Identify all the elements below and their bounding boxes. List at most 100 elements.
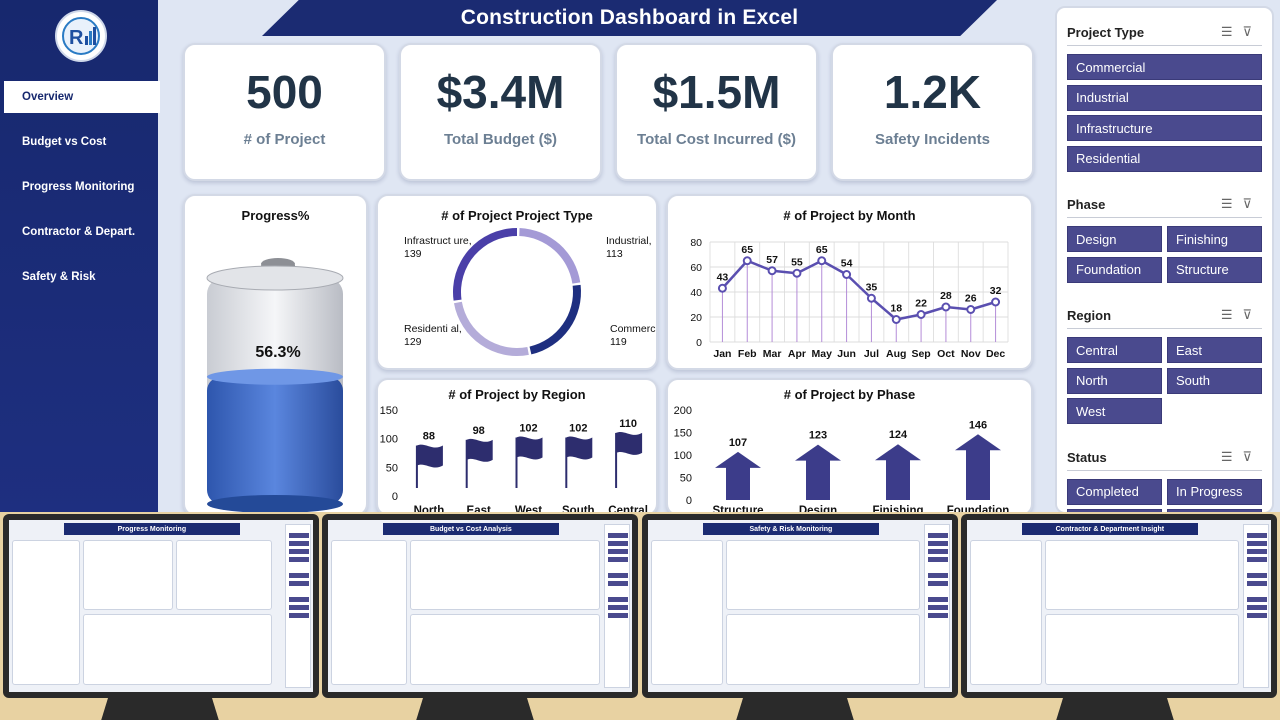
x-tick-label: Dec [986, 348, 1005, 360]
phase-bar[interactable] [795, 444, 841, 500]
data-label: 123 [809, 430, 827, 442]
title-banner: Construction Dashboard in Excel [262, 0, 997, 36]
region-bar[interactable] [516, 436, 543, 460]
multi-select-icon[interactable]: ☰ [1220, 24, 1243, 39]
data-label: 110 [619, 418, 637, 430]
region-bar[interactable] [616, 431, 643, 455]
y-tick-label: 150 [380, 405, 398, 417]
phase-bar[interactable] [955, 434, 1001, 500]
kpi-card-safety: 1.2K Safety Incidents [831, 43, 1034, 181]
data-point[interactable] [991, 297, 1001, 307]
slicer-item[interactable]: Foundation [1067, 256, 1162, 283]
slicer-item[interactable]: In Progress [1167, 478, 1262, 505]
slicer-item[interactable]: Structure [1167, 256, 1262, 283]
clear-filter-icon[interactable]: ⊽ [1242, 307, 1262, 322]
data-point[interactable] [842, 270, 852, 279]
region-bar[interactable] [466, 438, 493, 462]
slicer-item[interactable]: Commercial [1067, 54, 1262, 80]
slicer-item[interactable]: West [1067, 398, 1162, 424]
data-point[interactable] [941, 302, 951, 312]
data-label: 54 [841, 258, 853, 270]
slicer-title: Region [1067, 308, 1112, 323]
data-point[interactable] [792, 268, 802, 278]
thumbnail-progress-monitoring[interactable]: Progress Monitoring [3, 514, 319, 698]
donut-slice[interactable] [453, 301, 529, 356]
donut-data-label: Commerci al,119 [610, 323, 656, 348]
slicer-item[interactable]: Residential [1067, 145, 1262, 172]
multi-select-icon[interactable]: ☰ [1220, 196, 1243, 211]
slicer-item[interactable]: Design [1067, 226, 1162, 252]
y-tick-label: 150 [674, 428, 692, 440]
x-tick-label: Structure [712, 505, 763, 516]
data-point[interactable] [966, 305, 976, 314]
data-point[interactable] [717, 283, 727, 293]
slicer-item[interactable]: Finishing [1167, 226, 1262, 252]
y-tick-label: 20 [690, 312, 702, 324]
data-label: 65 [741, 244, 753, 256]
thumbnail-safety-risk[interactable]: Safety & Risk Monitoring [642, 514, 958, 698]
kpi-label: Safety Incidents [874, 131, 991, 148]
slicer-header: Project Type ☰⊽ [1067, 22, 1262, 46]
clear-filter-icon[interactable]: ⊽ [1242, 448, 1262, 464]
clear-filter-icon[interactable]: ⊽ [1242, 24, 1262, 39]
thumbnail-budget-vs-cost[interactable]: Budget vs Cost Analysis [322, 514, 638, 698]
slicer-item[interactable]: East [1167, 337, 1262, 363]
slicer-item[interactable]: Central [1067, 337, 1162, 363]
data-label: 43 [717, 271, 729, 283]
slicer-title: Phase [1067, 197, 1106, 212]
y-tick-label: 0 [392, 491, 398, 503]
multi-select-icon[interactable]: ☰ [1220, 448, 1243, 464]
x-tick-label: Design [799, 505, 837, 516]
x-tick-label: South [562, 505, 595, 516]
slicer-item[interactable]: Industrial [1067, 84, 1262, 111]
data-point[interactable] [916, 310, 926, 319]
x-tick-label: Apr [788, 348, 806, 360]
clear-filter-icon[interactable]: ⊽ [1242, 196, 1262, 211]
slicer-item[interactable]: South [1167, 367, 1262, 394]
x-tick-label: Aug [886, 348, 906, 360]
donut-slice[interactable] [519, 228, 581, 284]
phase-chart-card: # of Project by Phase 0 50 100 150 200 107 Str… [666, 378, 1033, 516]
data-label: 55 [791, 256, 803, 268]
nav-safety-risk[interactable]: Safety & Risk [22, 271, 96, 283]
kpi-card-projects: 500 # of Project [183, 43, 386, 181]
slicer-header: Region ☰⊽ [1067, 305, 1262, 329]
phase-bar-chart: 0 50 100 150 200 107 Structure 123 Design 124 Fini… [674, 405, 1010, 516]
phase-bar[interactable] [715, 451, 761, 500]
y-tick-label: 0 [696, 337, 702, 349]
chart-title: # of Project by Region [448, 387, 586, 402]
thumbnail-title: Progress Monitoring [63, 523, 241, 535]
donut-slice[interactable] [453, 228, 517, 301]
nav-contractor-depart[interactable]: Contractor & Depart. [22, 226, 136, 238]
sidebar: R Overview Budget vs Cost Progress Monit… [0, 0, 160, 520]
nav-budget-vs-cost[interactable]: Budget vs Cost [22, 136, 107, 148]
data-label: 22 [915, 298, 927, 310]
donut-slice[interactable] [529, 284, 581, 355]
x-tick-label: West [515, 505, 542, 516]
data-point[interactable] [866, 293, 876, 303]
data-point[interactable] [767, 266, 777, 276]
thumbnail-contractor-department[interactable]: Contractor & Department Insight [961, 514, 1277, 698]
multi-select-icon[interactable]: ☰ [1220, 307, 1243, 322]
nav-overview[interactable]: Overview [4, 81, 160, 113]
x-tick-label: Sep [911, 348, 930, 360]
x-tick-label: Nov [961, 348, 981, 360]
company-logo-icon[interactable]: R [55, 10, 107, 62]
data-point[interactable] [742, 256, 752, 266]
region-bar[interactable] [416, 444, 443, 468]
data-label: 18 [890, 303, 902, 315]
slicer-item[interactable]: Infrastructure [1067, 115, 1262, 141]
month-chart-card: # of Project by Month 0 20 40 60 80 43 Jan 65 Fe… [666, 194, 1033, 370]
data-label: 102 [569, 423, 587, 435]
data-point[interactable] [817, 256, 827, 266]
phase-bar[interactable] [875, 444, 921, 500]
battery-gauge: 56.3% [206, 258, 344, 513]
kpi-value: 1.2K [883, 66, 982, 118]
nav-progress-monitoring[interactable]: Progress Monitoring [22, 181, 135, 193]
y-tick-label: 100 [674, 450, 692, 462]
slicer-item[interactable]: Completed [1067, 478, 1162, 505]
region-bar[interactable] [566, 436, 593, 460]
y-tick-label: 60 [690, 262, 702, 274]
data-point[interactable] [891, 315, 901, 324]
slicer-item[interactable]: North [1067, 367, 1162, 394]
